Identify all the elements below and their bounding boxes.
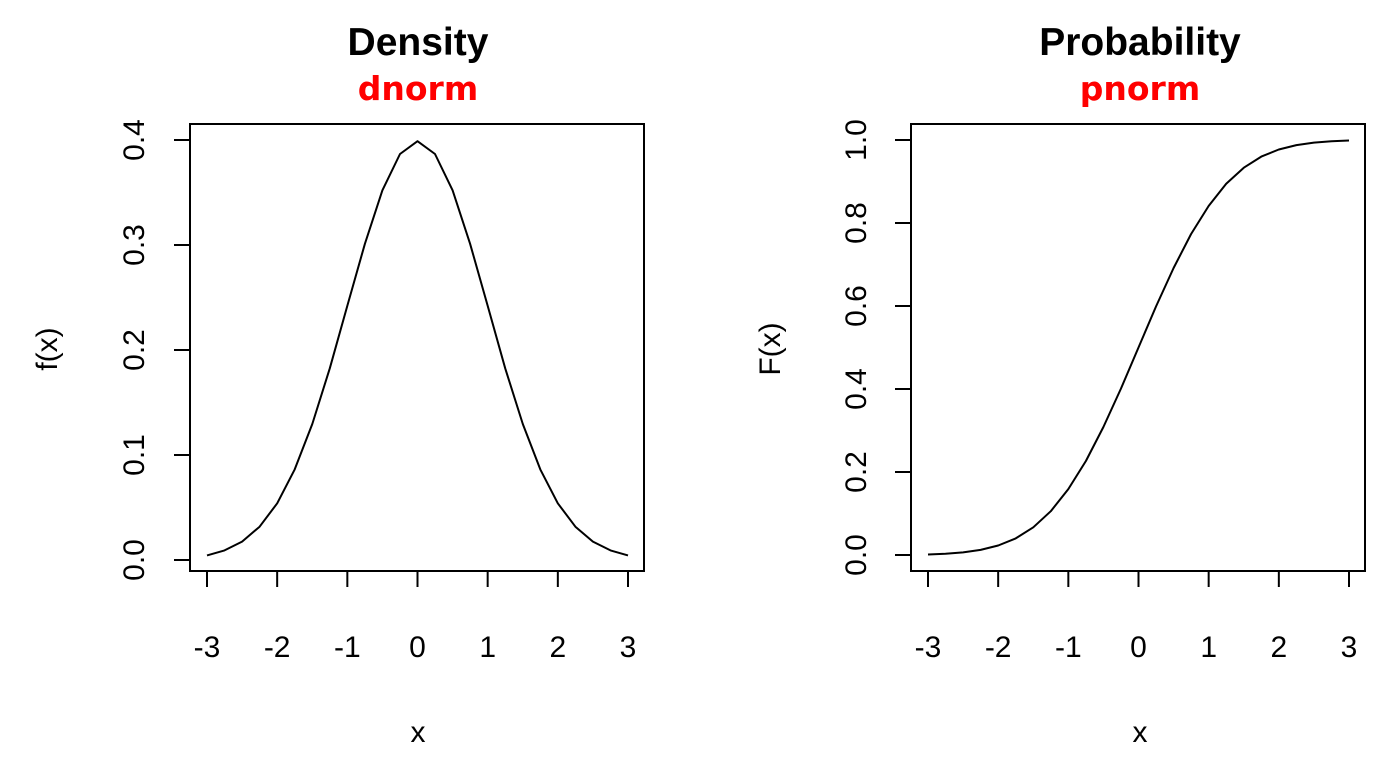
x-tick-label: -2 (264, 631, 291, 664)
series-layer (927, 139, 1350, 556)
x-axis-label: x (411, 716, 426, 749)
x-tick-label: 1 (1200, 631, 1217, 664)
y-tick-label: 0.4 (118, 119, 151, 161)
y-tick-label: 1.0 (840, 119, 873, 161)
y-axis: 0.0 0.1 0.2 0.3 0.4 (118, 119, 191, 581)
series-line (927, 139, 1350, 556)
y-tick-label: 0.2 (118, 329, 151, 371)
x-tick-label: -3 (915, 631, 942, 664)
x-tick-label: -1 (334, 631, 361, 664)
plot-frame (189, 123, 645, 572)
y-tick-label: 0.1 (118, 434, 151, 476)
y-axis-label: f(x) (31, 327, 64, 370)
series-layer (206, 140, 629, 557)
y-axis-label: F(x) (754, 322, 787, 375)
y-tick-label: 0.3 (118, 224, 151, 266)
y-tick-label: 0.6 (840, 285, 873, 327)
chart-subtitle: pnorm (1080, 69, 1200, 108)
chart-title: Probability (1039, 21, 1241, 64)
x-tick-label: 0 (1130, 631, 1147, 664)
x-tick-label: -2 (985, 631, 1012, 664)
y-tick-label: 0.0 (840, 534, 873, 576)
x-tick-label: 2 (1270, 631, 1287, 664)
y-tick-label: 0.8 (840, 202, 873, 244)
x-axis-label: x (1133, 716, 1148, 749)
probability-chart: Probability pnorm -3 -2 -1 0 1 2 3 0.00.20.40.… (754, 21, 1366, 749)
x-tick-label: -1 (1055, 631, 1082, 664)
x-tick-label: 3 (1341, 631, 1358, 664)
x-axis: -3 -2 -1 0 1 2 3 (194, 570, 637, 664)
y-tick-label: 0.0 (118, 539, 151, 581)
chart-title: Density (348, 21, 489, 64)
chart-subtitle: dnorm (358, 69, 478, 108)
y-tick-label: 0.4 (840, 368, 873, 410)
x-tick-label: -3 (194, 631, 221, 664)
x-tick-label: 1 (479, 631, 496, 664)
x-tick-label: 2 (549, 631, 566, 664)
x-axis: -3 -2 -1 0 1 2 3 (915, 570, 1358, 664)
x-tick-label: 3 (620, 631, 637, 664)
series-line (206, 140, 629, 557)
density-chart: Density dnorm -3 -2 -1 0 1 2 3 0.0 0.1 0.2 0.3 0.4… (31, 21, 645, 749)
x-tick-label: 0 (409, 631, 426, 664)
y-axis: 0.0 0.2 0.4 0.6 0.8 1.0 (840, 119, 912, 576)
y-tick-label: 0.2 (840, 451, 873, 493)
